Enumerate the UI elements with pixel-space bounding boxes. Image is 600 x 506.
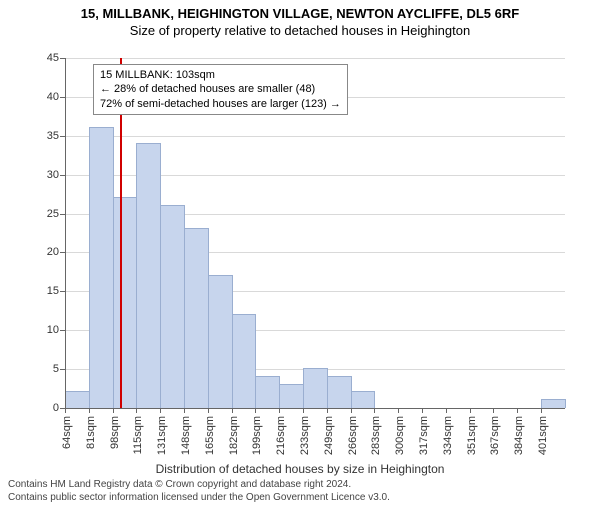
histogram-bar: [255, 376, 280, 408]
y-tick-label: 20: [29, 246, 59, 258]
histogram-bar: [65, 391, 90, 408]
x-tick-label: 131sqm: [156, 416, 168, 466]
histogram-bar: [89, 127, 114, 408]
x-tick-label: 216sqm: [275, 416, 287, 466]
x-tick-label: 233sqm: [299, 416, 311, 466]
y-tick-label: 25: [29, 208, 59, 220]
y-tick-label: 40: [29, 91, 59, 103]
x-tick-label: 165sqm: [204, 416, 216, 466]
annotation-line-3: 72% of semi-detached houses are larger (…: [100, 97, 341, 111]
x-tick-label: 81sqm: [85, 416, 97, 466]
gridline: [65, 58, 565, 59]
x-tick-label: 334sqm: [442, 416, 454, 466]
histogram-bar: [184, 228, 209, 408]
page-subtitle: Size of property relative to detached ho…: [0, 23, 600, 38]
histogram-bar: [327, 376, 352, 408]
annotation-line-1: 15 MILLBANK: 103sqm: [100, 68, 341, 82]
x-tick-label: 64sqm: [61, 416, 73, 466]
x-tick-label: 283sqm: [370, 416, 382, 466]
x-tick-label: 266sqm: [347, 416, 359, 466]
gridline: [65, 136, 565, 137]
x-tick-label: 199sqm: [251, 416, 263, 466]
y-tick-label: 30: [29, 169, 59, 181]
footer-line-1: Contains HM Land Registry data © Crown c…: [8, 479, 390, 492]
histogram-bar: [279, 384, 304, 408]
x-tick-label: 384sqm: [513, 416, 525, 466]
x-tick-label: 182sqm: [228, 416, 240, 466]
page-title: 15, MILLBANK, HEIGHINGTON VILLAGE, NEWTO…: [0, 6, 600, 21]
x-tick-label: 98sqm: [109, 416, 121, 466]
y-tick-label: 15: [29, 285, 59, 297]
histogram-bar: [303, 368, 328, 408]
histogram-bar: [541, 399, 566, 408]
y-tick-label: 10: [29, 324, 59, 336]
x-axis: [65, 408, 565, 409]
x-tick-label: 148sqm: [180, 416, 192, 466]
y-tick-label: 35: [29, 130, 59, 142]
histogram-bar: [208, 275, 233, 408]
x-tick-label: 249sqm: [323, 416, 335, 466]
y-tick-label: 0: [29, 402, 59, 414]
footer-attribution: Contains HM Land Registry data © Crown c…: [8, 479, 390, 504]
histogram-bar: [136, 143, 161, 408]
x-tick-label: 351sqm: [466, 416, 478, 466]
histogram-bar: [160, 205, 185, 408]
y-tick-label: 45: [29, 52, 59, 64]
chart-container: Number of detached properties 0510152025…: [65, 58, 565, 408]
y-axis: [65, 58, 66, 408]
histogram-bar: [351, 391, 376, 408]
x-tick-label: 401sqm: [537, 416, 549, 466]
annotation-box: 15 MILLBANK: 103sqm ← 28% of detached ho…: [93, 64, 348, 115]
x-tick-label: 317sqm: [418, 416, 430, 466]
histogram-bar: [113, 197, 138, 408]
histogram-bar: [232, 314, 257, 408]
footer-line-2: Contains public sector information licen…: [8, 492, 390, 505]
annotation-line-2: ← 28% of detached houses are smaller (48…: [100, 82, 341, 96]
x-tick-label: 115sqm: [132, 416, 144, 466]
x-tick-label: 367sqm: [489, 416, 501, 466]
x-axis-label: Distribution of detached houses by size …: [0, 462, 600, 476]
x-tick-label: 300sqm: [394, 416, 406, 466]
y-tick-label: 5: [29, 363, 59, 375]
